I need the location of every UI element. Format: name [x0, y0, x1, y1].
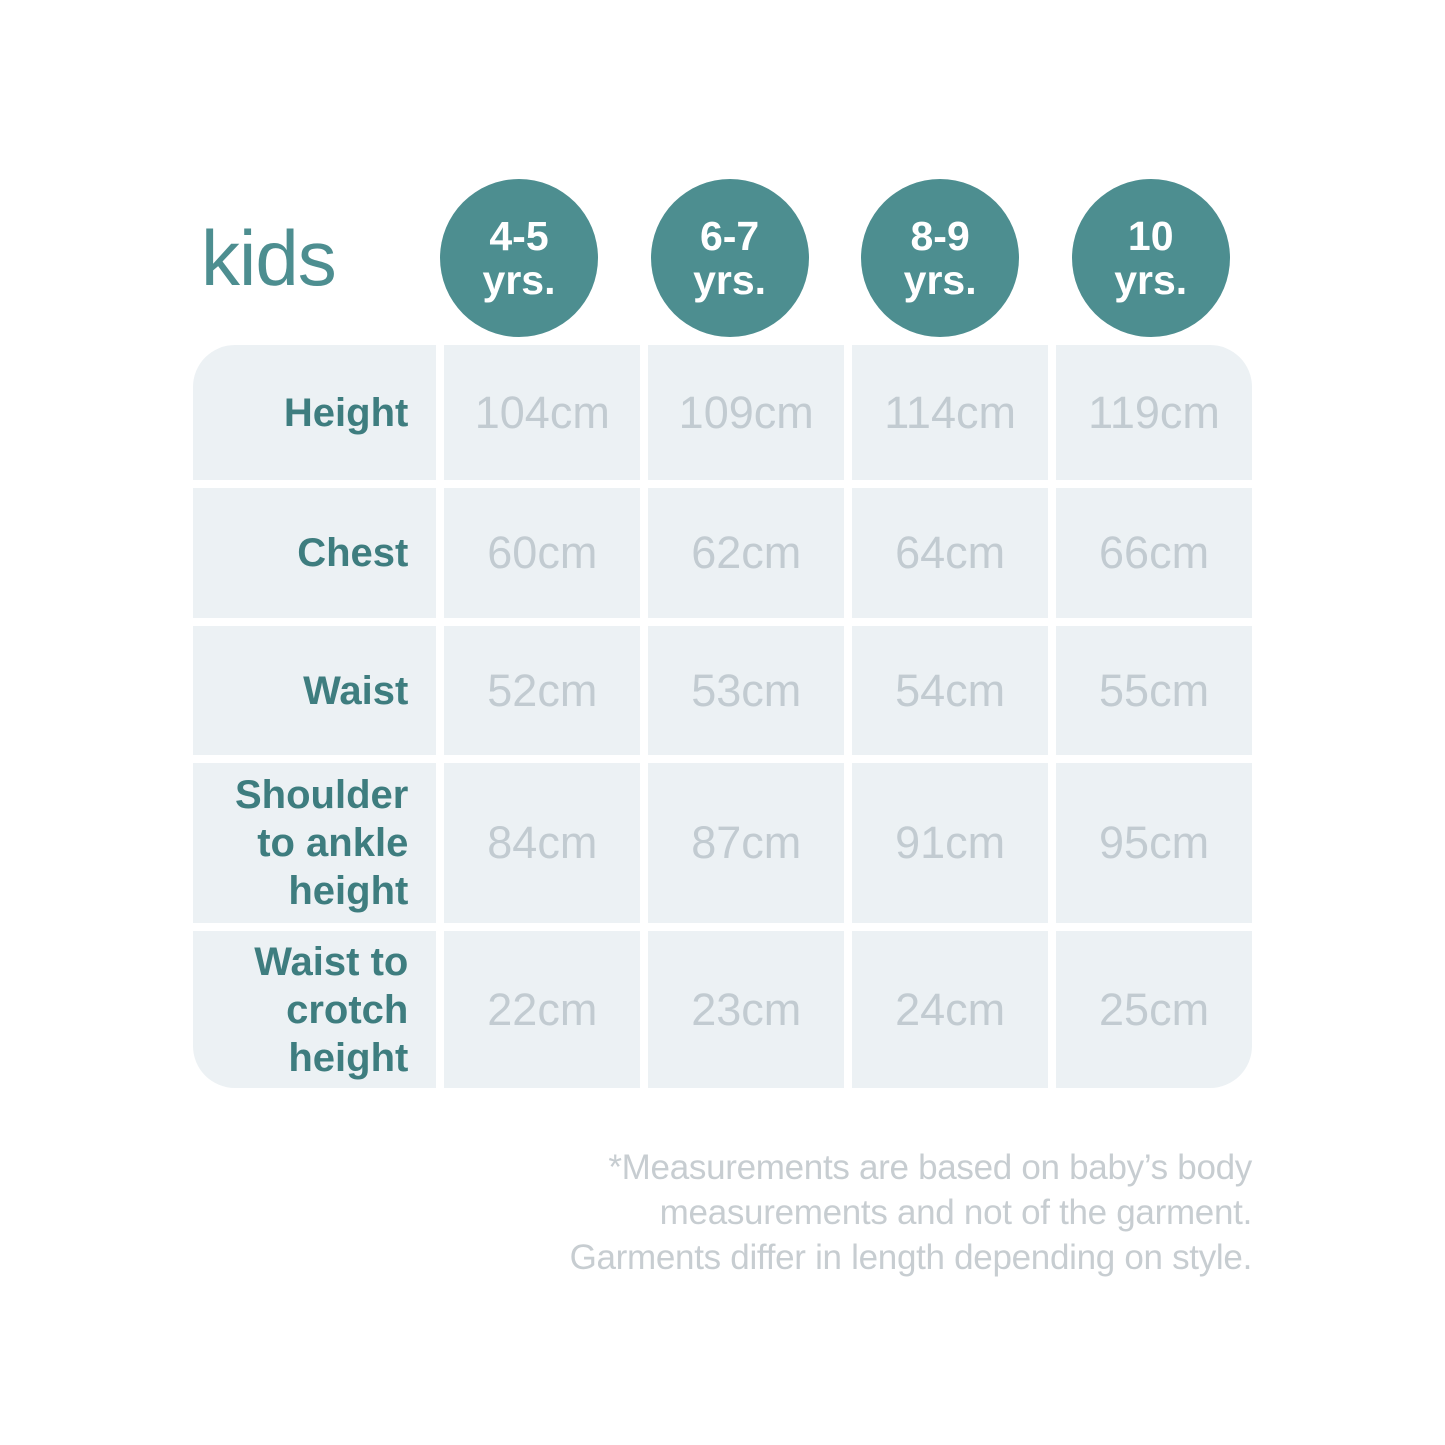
- size-value: 104cm: [444, 345, 641, 480]
- age-badge-range: 10: [1127, 213, 1174, 259]
- size-value: 84cm: [444, 763, 641, 923]
- age-badge-cell-2: 8-9 yrs.: [839, 179, 1042, 337]
- size-value: 109cm: [648, 345, 845, 480]
- footnote-line-3: Garments differ in length depending on s…: [569, 1238, 1253, 1277]
- size-value: 23cm: [648, 931, 845, 1088]
- size-value: 53cm: [648, 626, 845, 755]
- size-value: 66cm: [1056, 488, 1252, 618]
- age-badge-10: 10 yrs.: [1071, 179, 1230, 337]
- size-value: 24cm: [852, 931, 1049, 1088]
- size-value: 52cm: [444, 626, 641, 755]
- size-value: 25cm: [1056, 931, 1252, 1088]
- age-badge-unit: yrs.: [693, 257, 767, 303]
- size-table: Height 104cm 109cm 114cm 119cm Chest 60cm 62cm 6…: [193, 345, 1252, 1088]
- age-badge-unit: yrs.: [482, 257, 556, 303]
- age-badge-range: 8-9: [910, 213, 970, 259]
- footnote-line-2: measurements and not of the garment.: [659, 1193, 1253, 1232]
- row-label: Height: [193, 345, 437, 480]
- size-value: 22cm: [444, 931, 641, 1088]
- age-badge-cell-1: 6-7 yrs.: [628, 179, 831, 337]
- age-badge-cell-3: 10 yrs.: [1049, 179, 1252, 337]
- age-badge-unit: yrs.: [1114, 257, 1188, 303]
- footnote: *Measurements are based on baby’s body me…: [569, 1145, 1253, 1280]
- age-badge-6-7: 6-7 yrs.: [650, 179, 809, 337]
- size-value: 87cm: [648, 763, 845, 923]
- size-value: 55cm: [1056, 626, 1252, 755]
- size-value: 91cm: [852, 763, 1049, 923]
- age-badge-range: 6-7: [699, 213, 760, 259]
- page-title: kids: [201, 214, 337, 302]
- footnote-line-1: *Measurements are based on baby’s body: [608, 1148, 1252, 1187]
- age-badge-cell-0: 4-5 yrs.: [418, 179, 621, 337]
- row-label: Chest: [193, 488, 437, 618]
- size-value: 54cm: [852, 626, 1049, 755]
- size-value: 60cm: [444, 488, 641, 618]
- age-badge-8-9: 8-9 yrs.: [861, 179, 1020, 337]
- size-value: 62cm: [648, 488, 845, 618]
- size-value: 119cm: [1056, 345, 1252, 480]
- row-label: Shoulder to ankle height: [193, 763, 437, 923]
- row-label: Waist to crotch height: [193, 931, 437, 1088]
- size-value: 114cm: [852, 345, 1049, 480]
- size-value: 64cm: [852, 488, 1049, 618]
- age-badge-unit: yrs.: [903, 257, 977, 303]
- age-badge-range: 4-5: [489, 213, 549, 259]
- age-badge-4-5: 4-5 yrs.: [440, 179, 599, 337]
- row-label: Waist: [193, 626, 437, 755]
- title-cell: kids: [193, 179, 410, 337]
- header-row: kids 4-5 yrs. 6-7 yrs. 8-9 yrs. 10 yrs.: [193, 179, 1252, 337]
- size-value: 95cm: [1056, 763, 1252, 923]
